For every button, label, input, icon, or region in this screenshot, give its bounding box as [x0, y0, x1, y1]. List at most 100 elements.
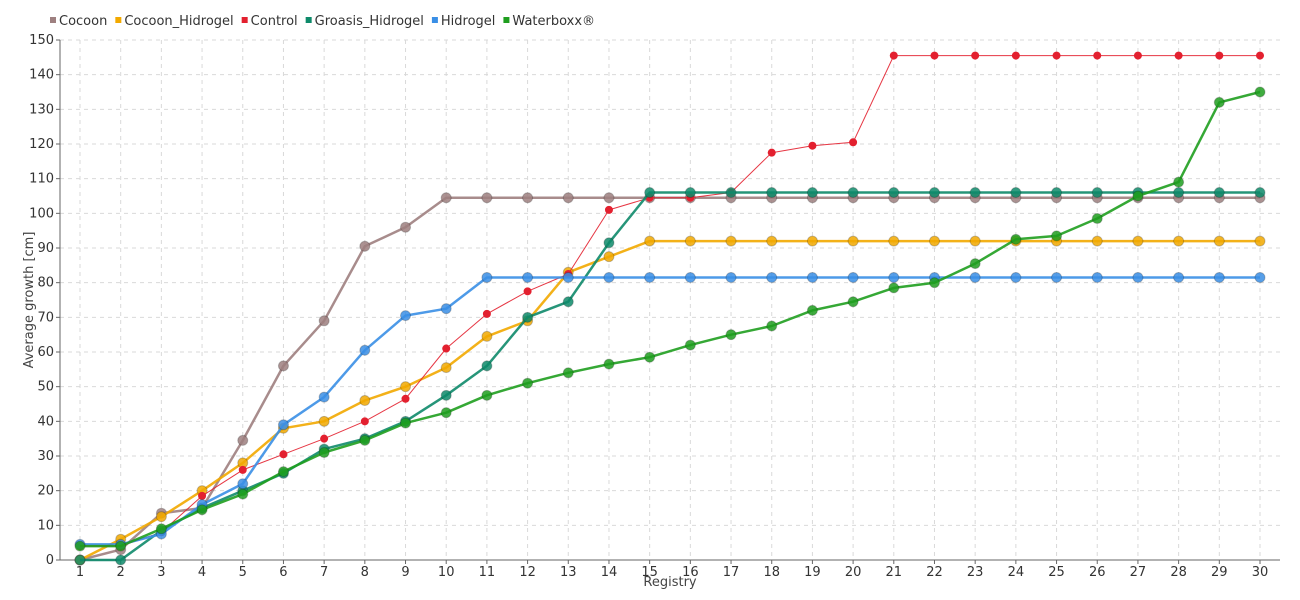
- data-point: [928, 235, 940, 247]
- data-point: [400, 221, 412, 233]
- data-point: [684, 235, 696, 247]
- data-point: [277, 466, 289, 478]
- data-point: [115, 540, 127, 552]
- data-point: [440, 303, 452, 315]
- data-point: [1173, 271, 1185, 283]
- data-point: [806, 304, 818, 316]
- legend-swatch: [241, 17, 248, 23]
- x-tick-label: 3: [157, 565, 165, 580]
- data-point: [1011, 51, 1020, 60]
- data-point: [562, 271, 574, 283]
- y-tick-label: 120: [29, 137, 54, 152]
- data-point: [969, 235, 981, 247]
- data-point: [359, 344, 371, 356]
- data-point: [155, 523, 167, 535]
- legend-label: Waterboxx®: [512, 14, 595, 29]
- series-cocoon: [74, 192, 1266, 566]
- data-point: [603, 271, 615, 283]
- data-point: [74, 540, 86, 552]
- x-tick-label: 2: [117, 565, 125, 580]
- data-point: [1254, 86, 1266, 98]
- data-point: [1213, 96, 1225, 108]
- data-point: [684, 271, 696, 283]
- y-tick-label: 130: [29, 102, 54, 117]
- x-tick-label: 10: [438, 565, 455, 580]
- x-tick-label: 27: [1130, 565, 1147, 580]
- legend-item: Hidrogel: [431, 14, 495, 29]
- data-point: [277, 360, 289, 372]
- y-tick-label: 90: [37, 241, 54, 256]
- data-point: [806, 235, 818, 247]
- x-tick-label: 16: [682, 565, 699, 580]
- y-tick-label: 10: [37, 518, 54, 533]
- series-groasis-hidrogel: [74, 187, 1266, 566]
- data-point: [237, 434, 249, 446]
- y-tick-label: 20: [37, 484, 54, 499]
- data-point: [684, 339, 696, 351]
- y-tick-label: 110: [29, 172, 54, 187]
- data-point: [725, 187, 737, 199]
- legend-swatch: [50, 17, 56, 23]
- x-tick-label: 17: [723, 565, 740, 580]
- data-point: [644, 271, 656, 283]
- legend-item: Cocoon: [50, 14, 107, 29]
- data-point: [930, 51, 939, 60]
- data-point: [237, 488, 249, 500]
- data-point: [562, 367, 574, 379]
- data-point: [481, 330, 493, 342]
- y-tick-label: 80: [37, 276, 54, 291]
- data-point: [806, 271, 818, 283]
- y-tick-label: 50: [37, 380, 54, 395]
- x-tick-label: 21: [886, 565, 903, 580]
- x-tick-label: 23: [967, 565, 984, 580]
- y-tick-label: 0: [46, 553, 54, 568]
- data-point: [318, 447, 330, 459]
- x-tick-label: 26: [1089, 565, 1106, 580]
- x-tick-label: 30: [1252, 565, 1269, 580]
- x-tick-label: 8: [361, 565, 369, 580]
- data-point: [320, 434, 329, 443]
- data-point: [481, 389, 493, 401]
- y-tick-label: 70: [37, 310, 54, 325]
- data-point: [1010, 187, 1022, 199]
- data-point: [74, 554, 86, 566]
- data-point: [808, 141, 817, 150]
- series-waterboxx-: [74, 86, 1266, 552]
- data-point: [725, 235, 737, 247]
- data-point: [318, 391, 330, 403]
- data-point: [847, 271, 859, 283]
- data-point: [1132, 235, 1144, 247]
- x-tick-label: 29: [1211, 565, 1228, 580]
- data-point: [1173, 235, 1185, 247]
- data-point: [359, 434, 371, 446]
- legend-label: Cocoon_Hidrogel: [124, 14, 233, 29]
- data-point: [562, 192, 574, 204]
- data-point: [277, 419, 289, 431]
- x-tick-label: 6: [279, 565, 287, 580]
- data-point: [1091, 271, 1103, 283]
- data-point: [1091, 235, 1103, 247]
- series-line: [79, 239, 1260, 562]
- data-point: [888, 282, 900, 294]
- data-point: [481, 192, 493, 204]
- legend-item: Groasis_Hidrogel: [305, 14, 424, 29]
- x-tick-label: 11: [479, 565, 496, 580]
- data-point: [523, 287, 532, 296]
- data-point: [603, 192, 615, 204]
- data-point: [1213, 187, 1225, 199]
- data-point: [1093, 51, 1102, 60]
- data-point: [522, 271, 534, 283]
- data-point: [1173, 176, 1185, 188]
- data-point: [969, 271, 981, 283]
- data-point: [847, 296, 859, 308]
- series-line: [79, 196, 1260, 562]
- y-tick-label: 30: [37, 449, 54, 464]
- data-point: [400, 417, 412, 429]
- x-tick-label: 12: [519, 565, 536, 580]
- data-point: [440, 389, 452, 401]
- series-hidrogel: [74, 271, 1266, 550]
- x-tick-label: 5: [239, 565, 247, 580]
- data-point: [766, 271, 778, 283]
- data-point: [115, 554, 127, 566]
- axes: [59, 40, 1280, 561]
